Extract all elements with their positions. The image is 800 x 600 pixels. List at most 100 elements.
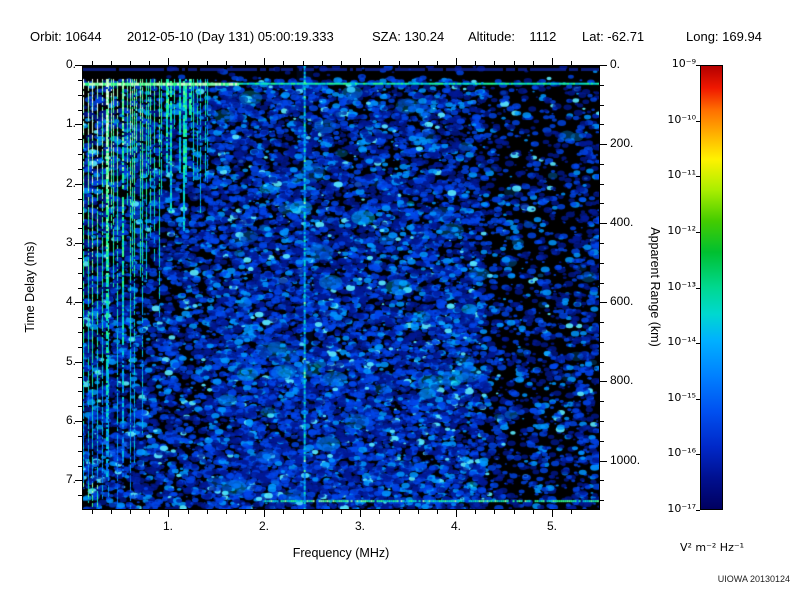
y-major-tick bbox=[75, 124, 82, 126]
y2-minor-tick bbox=[600, 104, 604, 106]
y2-major-tick bbox=[600, 223, 607, 225]
x-minor-tick bbox=[532, 510, 534, 514]
y2-minor-tick bbox=[600, 500, 604, 502]
colorbar-tick-label: 10⁻¹⁰ bbox=[667, 113, 696, 126]
y-tick-label: 1. bbox=[65, 116, 76, 130]
x-major-tick-top bbox=[264, 58, 266, 65]
y2-minor-tick bbox=[600, 440, 604, 442]
y2-minor-tick bbox=[600, 421, 604, 422]
y2-tick-label: 1000. bbox=[610, 453, 641, 467]
credit-text: UIOWA 20130124 bbox=[717, 574, 790, 584]
colorbar-tick-label: 10⁻¹⁵ bbox=[667, 391, 696, 404]
y-tick-label: 2. bbox=[65, 176, 76, 190]
header-datetime: 2012-05-10 (Day 131) 05:00:19.333 bbox=[127, 29, 334, 44]
x-minor-tick bbox=[283, 510, 285, 514]
x-tick-label: 3. bbox=[354, 519, 365, 533]
y2-major-tick bbox=[600, 65, 607, 66]
x-minor-tick bbox=[436, 510, 438, 514]
header-sza: SZA: 130.24 bbox=[372, 29, 445, 44]
colorbar-tick-label: 10⁻¹² bbox=[667, 224, 696, 237]
y-major-tick bbox=[75, 361, 82, 363]
colorbar-unit-label: V² m⁻² Hz⁻¹ bbox=[679, 541, 745, 554]
y-tick-label: 7. bbox=[65, 472, 76, 486]
x-minor-tick bbox=[149, 510, 151, 514]
x-major-tick-top bbox=[456, 58, 458, 65]
colorbar-tick-label: 10⁻¹⁷ bbox=[667, 502, 696, 515]
x-minor-tick bbox=[379, 510, 381, 514]
x-major-tick bbox=[264, 510, 266, 517]
y2-tick-label: 0. bbox=[610, 57, 621, 71]
x-major-tick-top bbox=[360, 58, 362, 65]
y2-tick-label: 400. bbox=[610, 215, 634, 229]
header-longitude: Long: 169.94 bbox=[686, 29, 762, 44]
y-major-tick bbox=[75, 65, 82, 66]
x-minor-tick bbox=[571, 510, 573, 514]
header-orbit: Orbit: 10644 bbox=[30, 29, 102, 44]
colorbar bbox=[700, 65, 723, 510]
x-major-tick bbox=[360, 510, 362, 517]
y2-minor-tick bbox=[600, 282, 604, 284]
colorbar-tick-label: 10⁻¹⁶ bbox=[667, 446, 696, 459]
x-minor-tick bbox=[225, 510, 227, 514]
y2-minor-tick bbox=[600, 183, 604, 185]
y2-tick-label: 200. bbox=[610, 136, 634, 150]
x-axis-title: Frequency (MHz) bbox=[292, 546, 390, 560]
y-major-tick bbox=[75, 302, 82, 304]
x-tick-label: 5. bbox=[546, 519, 557, 533]
header-altitude: Altitude: 1112 bbox=[468, 29, 557, 44]
y-tick-label: 3. bbox=[65, 235, 76, 249]
x-minor-tick bbox=[187, 510, 189, 514]
colorbar-tick bbox=[696, 510, 700, 511]
spectrogram-canvas bbox=[83, 66, 599, 509]
y-axis-title: Time Delay (ms) bbox=[23, 241, 37, 333]
x-minor-tick bbox=[321, 510, 323, 514]
y2-minor-tick bbox=[600, 243, 604, 244]
x-minor-tick bbox=[513, 510, 515, 514]
y2-major-tick bbox=[600, 144, 607, 146]
y-tick-label: 6. bbox=[65, 413, 76, 427]
x-tick-label: 1. bbox=[162, 519, 173, 533]
y-tick-label: 4. bbox=[65, 294, 76, 308]
y2-minor-tick bbox=[600, 480, 604, 482]
x-minor-tick bbox=[398, 510, 400, 514]
x-minor-tick bbox=[206, 510, 208, 514]
x-minor-tick bbox=[110, 510, 112, 514]
y2-major-tick bbox=[600, 302, 607, 304]
y2-minor-tick bbox=[600, 322, 604, 324]
y-major-tick bbox=[75, 480, 82, 482]
header-latitude: Lat: -62.71 bbox=[582, 29, 645, 44]
y-major-tick bbox=[75, 183, 82, 185]
y2-major-tick bbox=[600, 381, 607, 383]
y-tick-label: 0. bbox=[65, 57, 76, 71]
spectrogram-plot bbox=[82, 65, 600, 510]
y2-minor-tick bbox=[600, 341, 604, 343]
x-minor-tick bbox=[494, 510, 496, 514]
x-minor-tick bbox=[341, 510, 342, 514]
colorbar-tick-label: 10⁻¹⁴ bbox=[667, 335, 696, 348]
x-major-tick bbox=[552, 510, 554, 517]
y-major-tick bbox=[75, 421, 82, 422]
colorbar-tick-label: 10⁻⁹ bbox=[671, 57, 696, 70]
x-minor-tick bbox=[417, 510, 419, 514]
x-tick-label: 4. bbox=[450, 519, 461, 533]
y2-tick-label: 800. bbox=[610, 373, 634, 387]
x-major-tick bbox=[456, 510, 458, 517]
x-major-tick-top bbox=[552, 58, 554, 65]
y2-minor-tick bbox=[600, 262, 604, 264]
y2-major-tick bbox=[600, 460, 607, 462]
x-major-tick bbox=[168, 510, 170, 517]
x-minor-tick bbox=[129, 510, 131, 514]
y2-minor-tick bbox=[600, 163, 604, 165]
x-minor-tick bbox=[91, 510, 93, 514]
y2-minor-tick bbox=[600, 124, 604, 126]
y2-minor-tick bbox=[600, 361, 604, 363]
colorbar-tick-label: 10⁻¹¹ bbox=[667, 168, 696, 181]
y2-minor-tick bbox=[600, 203, 604, 205]
x-tick-label: 2. bbox=[258, 519, 269, 533]
y2-minor-tick bbox=[600, 401, 604, 403]
y-major-tick bbox=[75, 243, 82, 244]
x-minor-tick bbox=[302, 510, 304, 514]
y2-minor-tick bbox=[600, 84, 604, 86]
x-major-tick-top bbox=[168, 58, 170, 65]
y-tick-label: 5. bbox=[65, 354, 76, 368]
